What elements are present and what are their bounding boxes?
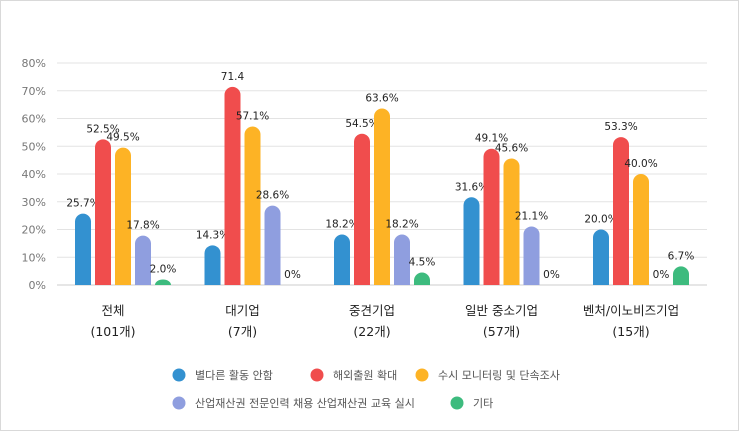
bar <box>264 205 281 285</box>
data-label: 14.3% <box>196 229 229 241</box>
y-tick-label: 10% <box>22 251 46 264</box>
data-label: 20.0% <box>584 214 617 226</box>
legend-marker <box>310 368 324 382</box>
data-label: 2.0% <box>150 263 177 275</box>
bar <box>135 235 151 285</box>
bar <box>483 148 500 285</box>
category-count: (22개) <box>353 324 390 339</box>
data-label: 49.1% <box>475 133 508 145</box>
y-tick-label: 30% <box>22 196 46 209</box>
data-label: 21.1% <box>515 210 548 222</box>
legend-label: 수시 모니터링 및 단속조사 <box>438 369 560 382</box>
data-label: 45.6% <box>495 142 528 154</box>
legend-marker <box>172 368 186 382</box>
bar <box>354 133 370 285</box>
bar <box>95 139 111 285</box>
bar <box>633 174 649 285</box>
legend-marker <box>450 396 464 410</box>
bar <box>204 245 221 285</box>
bar <box>613 137 629 285</box>
legend-label: 산업재산권 전문인력 채용 산업재산권 교육 실시 <box>195 397 415 410</box>
category-count: (101개) <box>90 324 135 339</box>
data-label: 71.4 <box>221 71 245 83</box>
y-tick-label: 60% <box>22 113 46 126</box>
bar <box>463 197 480 285</box>
data-label: 31.6% <box>455 181 488 193</box>
data-label: 18.2% <box>385 218 418 230</box>
bar <box>374 108 390 285</box>
data-label: 17.8% <box>126 220 159 232</box>
data-label: 0% <box>543 269 560 281</box>
y-tick-label: 0% <box>29 279 46 292</box>
bar <box>394 234 410 285</box>
data-label: 49.5% <box>106 132 139 144</box>
data-label: 40.0% <box>624 158 657 170</box>
category-label: 대기업 <box>225 303 260 318</box>
legend-label: 해외출원 확대 <box>333 368 397 382</box>
bar <box>414 272 430 285</box>
bar <box>224 86 241 286</box>
bar <box>115 147 131 285</box>
y-tick-label: 40% <box>22 168 46 181</box>
bar <box>155 279 171 285</box>
y-tick-label: 70% <box>22 85 46 98</box>
data-label: 57.1% <box>236 111 269 123</box>
bar <box>673 266 689 285</box>
bar <box>523 226 540 285</box>
category-label: 벤처/이노비즈기업 <box>583 303 679 318</box>
category-count: (15개) <box>612 324 649 339</box>
legend-label: 별다른 활동 안함 <box>195 368 273 382</box>
legend-marker <box>415 368 429 382</box>
category-label: 전체 <box>101 303 124 318</box>
data-label: 52.5% <box>86 123 119 135</box>
bar <box>75 213 91 285</box>
data-label: 54.5% <box>345 118 378 130</box>
data-label: 53.3% <box>604 121 637 133</box>
legend-label: 기타 <box>473 397 493 410</box>
bar <box>334 234 350 285</box>
category-label: 중견기업 <box>349 303 395 318</box>
bar <box>593 229 609 285</box>
data-label: 63.6% <box>365 93 398 105</box>
category-label: 일반 중소기업 <box>465 303 538 318</box>
category-count: (57개) <box>483 324 520 339</box>
bar <box>244 126 261 285</box>
data-label: 4.5% <box>409 257 436 269</box>
bar <box>503 158 520 285</box>
y-tick-label: 50% <box>22 140 46 153</box>
legend-marker <box>172 396 186 410</box>
data-label: 0% <box>284 269 301 281</box>
data-label: 6.7% <box>668 250 695 262</box>
y-tick-label: 80% <box>22 57 46 70</box>
data-label: 18.2% <box>325 218 358 230</box>
data-label: 0% <box>653 269 670 281</box>
data-label: 25.7% <box>66 198 99 210</box>
data-label: 28.6% <box>256 190 289 202</box>
category-count: (7개) <box>228 324 257 339</box>
y-tick-label: 20% <box>22 224 46 237</box>
